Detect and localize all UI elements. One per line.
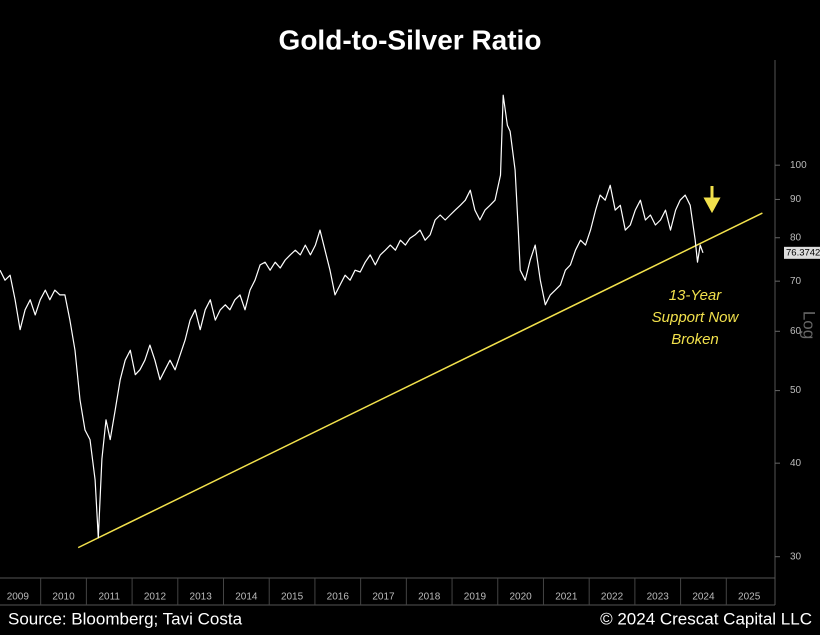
y-tick-label: 60 bbox=[790, 326, 802, 337]
x-tick-label: 2018 bbox=[418, 592, 441, 603]
chart-title: Gold-to-Silver Ratio bbox=[279, 24, 542, 55]
y-tick-label: 80 bbox=[790, 232, 802, 243]
y-axis-label: Log bbox=[800, 311, 819, 339]
x-tick-label: 2010 bbox=[52, 592, 75, 603]
y-tick-label: 30 bbox=[790, 551, 802, 562]
annotation: 13-Year bbox=[669, 287, 723, 304]
x-tick-label: 2023 bbox=[647, 592, 670, 603]
x-tick-label: 2011 bbox=[98, 592, 120, 603]
x-tick-label: 2020 bbox=[509, 592, 532, 603]
x-tick-label: 2022 bbox=[601, 592, 624, 603]
arrow bbox=[703, 186, 721, 214]
series-line bbox=[0, 94, 704, 539]
x-tick-label: 2013 bbox=[190, 592, 213, 603]
y-tick-label: 50 bbox=[790, 385, 802, 396]
y-tick-label: 90 bbox=[790, 194, 802, 205]
x-tick-label: 2019 bbox=[464, 592, 487, 603]
source: Source: Bloomberg; Tavi Costa bbox=[8, 609, 243, 628]
x-tick-label: 2021 bbox=[555, 592, 578, 603]
x-tick-label: 2016 bbox=[327, 592, 350, 603]
x-tick-label: 2009 bbox=[7, 592, 30, 603]
y-tick-label: 70 bbox=[790, 276, 802, 287]
y-tick-label: 40 bbox=[790, 458, 802, 469]
annotation: Support Now bbox=[652, 309, 740, 326]
last-value-box bbox=[784, 246, 820, 259]
x-tick-label: 2017 bbox=[372, 592, 395, 603]
y-tick-label: 100 bbox=[790, 160, 807, 171]
copyright: © 2024 Crescat Capital LLC bbox=[600, 609, 812, 628]
last-value-label: 76.3742 bbox=[786, 247, 820, 258]
x-tick-label: 2014 bbox=[235, 592, 258, 603]
x-tick-label: 2025 bbox=[738, 592, 761, 603]
annotation: Broken bbox=[671, 331, 719, 348]
trendline bbox=[77, 212, 763, 549]
x-tick-label: 2024 bbox=[692, 592, 715, 603]
x-tick-label: 2015 bbox=[281, 592, 304, 603]
x-tick-label: 2012 bbox=[144, 592, 167, 603]
